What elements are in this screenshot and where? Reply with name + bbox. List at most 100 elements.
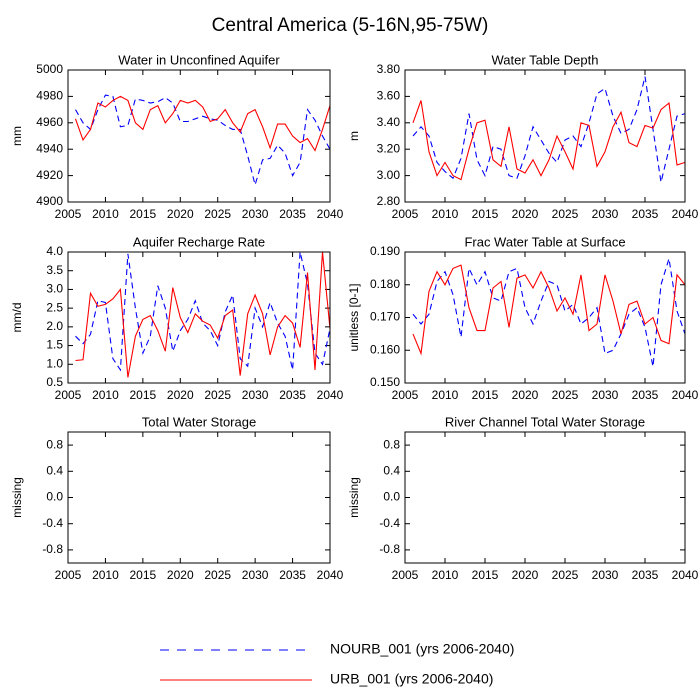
x-tick-label: 2035 — [632, 207, 659, 221]
x-tick-label: 2010 — [92, 207, 119, 221]
x-tick-label: 2020 — [512, 207, 539, 221]
y-tick-label: -0.4 — [379, 516, 400, 530]
y-tick-label: 3.80 — [377, 62, 401, 76]
legend-label: URB_001 (yrs 2006-2040) — [330, 671, 493, 687]
y-tick-label: 3.5 — [46, 263, 63, 277]
panel-title: Total Water Storage — [142, 414, 256, 429]
x-tick-label: 2030 — [592, 388, 619, 402]
x-tick-label: 2005 — [55, 207, 82, 221]
x-tick-label: 2015 — [130, 568, 157, 582]
series-line — [74, 95, 331, 152]
x-tick-label: 2010 — [432, 207, 459, 221]
y-tick-label: 4980 — [36, 89, 63, 103]
y-tick-label: 3.00 — [377, 168, 401, 182]
y-tick-label: 0.8 — [46, 437, 63, 451]
x-tick-label: 2040 — [317, 568, 344, 582]
x-tick-label: 2025 — [552, 568, 579, 582]
legend-label: NOURB_001 (yrs 2006-2040) — [330, 641, 514, 657]
x-tick-label: 2040 — [672, 388, 699, 402]
x-tick-label: 2010 — [92, 388, 119, 402]
x-tick-label: 2030 — [592, 568, 619, 582]
x-tick-label: 2005 — [392, 388, 419, 402]
series-line — [75, 251, 331, 372]
y-tick-label: 0.190 — [370, 244, 400, 258]
x-tick-label: 2040 — [672, 207, 699, 221]
panel-title: River Channel Total Water Storage — [445, 414, 645, 429]
x-tick-label: 2035 — [279, 207, 306, 221]
x-tick-label: 2040 — [672, 568, 699, 582]
x-tick-label: 2005 — [55, 388, 82, 402]
x-tick-label: 2020 — [167, 207, 194, 221]
y-tick-label: 0.4 — [383, 463, 400, 477]
series-line — [75, 94, 331, 187]
panel-title: Frac Water Table at Surface — [464, 234, 625, 249]
plot-frame — [404, 431, 686, 564]
x-tick-label: 2005 — [392, 207, 419, 221]
y-tick-label: -0.4 — [42, 516, 63, 530]
x-tick-label: 2020 — [167, 568, 194, 582]
x-tick-label: 2025 — [204, 207, 231, 221]
x-tick-label: 2020 — [512, 388, 539, 402]
x-tick-label: 2025 — [204, 388, 231, 402]
figure-title: Central America (5-16N,95-75W) — [212, 15, 489, 36]
x-tick-label: 2025 — [552, 388, 579, 402]
x-tick-label: 2040 — [317, 207, 344, 221]
x-tick-label: 2030 — [592, 207, 619, 221]
y-tick-label: 4940 — [36, 141, 63, 155]
y-tick-label: 4900 — [36, 194, 63, 208]
y-axis-label: unitless [0-1] — [347, 283, 361, 351]
x-tick-label: 2015 — [472, 388, 499, 402]
series-line — [75, 251, 331, 378]
x-tick-label: 2035 — [632, 568, 659, 582]
x-tick-label: 2010 — [432, 388, 459, 402]
y-tick-label: 0.8 — [383, 437, 400, 451]
y-axis-label: m — [347, 131, 361, 141]
x-tick-label: 2010 — [92, 568, 119, 582]
y-tick-label: 0.170 — [370, 310, 400, 324]
x-tick-label: 2005 — [392, 568, 419, 582]
x-tick-label: 2030 — [242, 388, 269, 402]
series-line — [412, 76, 686, 183]
plot-frame — [67, 69, 331, 203]
y-tick-label: 4960 — [36, 115, 63, 129]
x-tick-label: 2025 — [552, 207, 579, 221]
plot-frame — [404, 69, 686, 203]
x-tick-label: 2035 — [279, 388, 306, 402]
y-axis-label: mm/d — [10, 303, 24, 333]
y-tick-label: 2.0 — [46, 319, 63, 333]
x-tick-label: 2020 — [167, 388, 194, 402]
x-tick-label: 2035 — [632, 388, 659, 402]
y-tick-label: 0.4 — [46, 463, 63, 477]
y-tick-label: 3.0 — [46, 282, 63, 296]
plot-frame — [67, 251, 331, 384]
x-tick-label: 2005 — [55, 568, 82, 582]
y-tick-label: 0.180 — [370, 277, 400, 291]
y-tick-label: 0.150 — [370, 375, 400, 389]
x-tick-label: 2030 — [242, 568, 269, 582]
x-tick-label: 2020 — [512, 568, 539, 582]
y-tick-label: 3.20 — [377, 141, 401, 155]
y-tick-label: 2.5 — [46, 300, 63, 314]
y-tick-label: 4.0 — [46, 244, 63, 258]
y-tick-label: 0.0 — [46, 490, 63, 504]
x-tick-label: 2015 — [472, 207, 499, 221]
x-tick-label: 2030 — [242, 207, 269, 221]
plot-frame — [67, 431, 331, 564]
x-tick-label: 2040 — [317, 388, 344, 402]
y-tick-label: 3.40 — [377, 115, 401, 129]
y-tick-label: 0.160 — [370, 342, 400, 356]
x-tick-label: 2035 — [279, 568, 306, 582]
y-tick-label: 1.0 — [46, 356, 63, 370]
plot-frame — [404, 251, 686, 384]
x-tick-label: 2015 — [130, 207, 157, 221]
x-tick-label: 2010 — [432, 568, 459, 582]
y-axis-label: mm — [10, 126, 24, 146]
series-line — [412, 264, 686, 356]
y-tick-label: 5000 — [36, 62, 63, 76]
series-line — [412, 258, 686, 367]
panel-title: Water in Unconfined Aquifer — [118, 52, 280, 67]
x-tick-label: 2015 — [130, 388, 157, 402]
y-tick-label: 3.60 — [377, 89, 401, 103]
